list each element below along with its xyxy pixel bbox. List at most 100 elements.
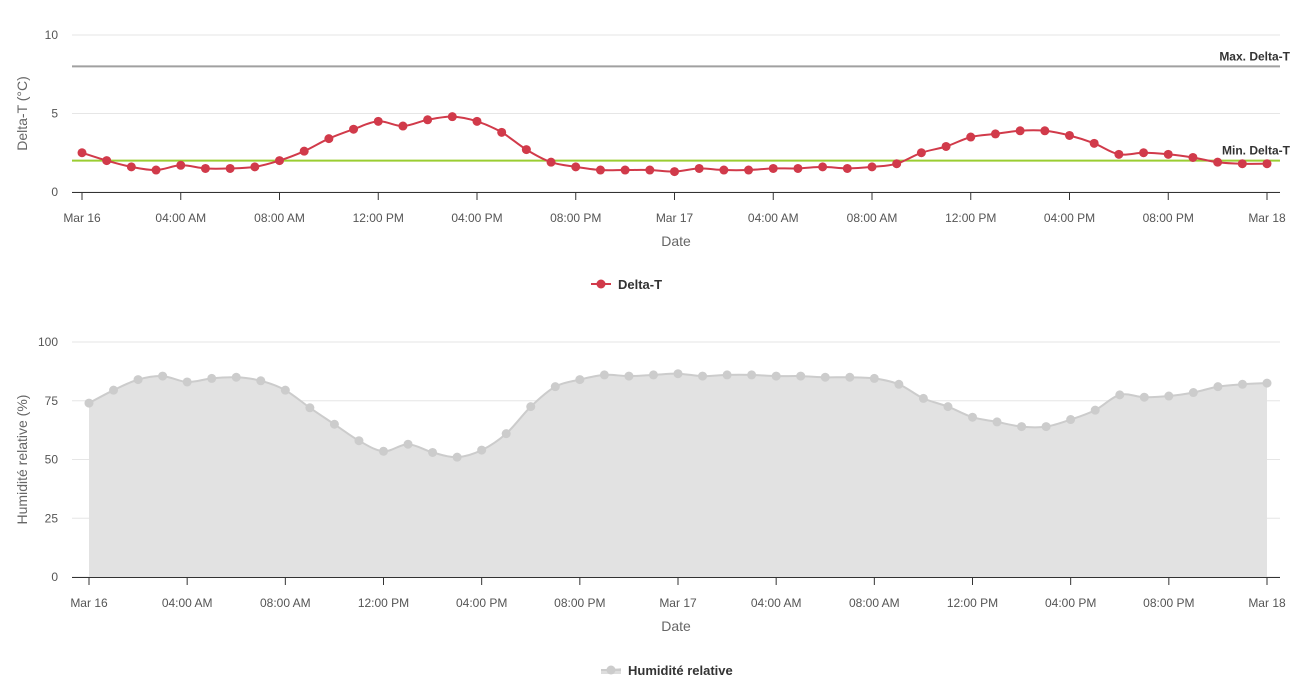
humidity-data-point[interactable] xyxy=(329,419,339,429)
humidity-data-point[interactable] xyxy=(256,376,266,386)
delta-t-data-point[interactable] xyxy=(200,163,210,173)
humidity-data-point[interactable] xyxy=(1090,405,1100,415)
humidity-data-point[interactable] xyxy=(771,371,781,381)
humidity-data-point[interactable] xyxy=(158,371,168,381)
delta-t-data-point[interactable] xyxy=(793,163,803,173)
delta-t-data-point[interactable] xyxy=(1262,159,1272,169)
delta-t-data-point[interactable] xyxy=(571,162,581,172)
humidity-data-point[interactable] xyxy=(1237,379,1247,389)
delta-t-data-point[interactable] xyxy=(77,148,87,158)
delta-t-data-point[interactable] xyxy=(1089,138,1099,148)
delta-t-data-point[interactable] xyxy=(102,156,112,166)
humidity-data-point[interactable] xyxy=(133,375,143,385)
delta-t-data-point[interactable] xyxy=(867,162,877,172)
humidity-data-point[interactable] xyxy=(722,370,732,380)
humidity-data-point[interactable] xyxy=(403,439,413,449)
delta-t-data-point[interactable] xyxy=(1015,126,1025,136)
humidity-data-point[interactable] xyxy=(526,402,536,412)
delta-t-data-point[interactable] xyxy=(250,162,260,172)
humidity-data-point[interactable] xyxy=(1139,392,1149,402)
delta-t-data-point[interactable] xyxy=(694,163,704,173)
humidity-data-point[interactable] xyxy=(624,371,634,381)
delta-t-data-point[interactable] xyxy=(225,163,235,173)
delta-t-data-point[interactable] xyxy=(818,162,828,172)
legend-item[interactable]: Humidité relative xyxy=(601,663,733,678)
humidity-data-point[interactable] xyxy=(84,398,94,408)
delta-t-data-point[interactable] xyxy=(620,165,630,175)
delta-t-data-point[interactable] xyxy=(645,165,655,175)
delta-t-data-point[interactable] xyxy=(126,162,136,172)
humidity-data-point[interactable] xyxy=(379,446,388,456)
humidity-data-point[interactable] xyxy=(305,403,315,413)
humidity-data-point[interactable] xyxy=(599,370,609,380)
delta-t-data-point[interactable] xyxy=(1163,149,1173,159)
humidity-data-point[interactable] xyxy=(894,379,904,389)
delta-t-data-point[interactable] xyxy=(966,132,976,142)
delta-t-data-point[interactable] xyxy=(176,160,186,170)
delta-t-data-point[interactable] xyxy=(299,146,309,156)
delta-t-data-point[interactable] xyxy=(916,148,926,158)
delta-t-data-point[interactable] xyxy=(744,165,754,175)
delta-t-data-point[interactable] xyxy=(719,165,729,175)
delta-t-data-point[interactable] xyxy=(1237,159,1247,169)
humidity-data-point[interactable] xyxy=(182,377,192,387)
humidity-data-point[interactable] xyxy=(1213,382,1223,392)
humidity-data-point[interactable] xyxy=(845,372,855,382)
humidity-data-point[interactable] xyxy=(698,371,708,381)
delta-t-data-point[interactable] xyxy=(1040,126,1050,136)
humidity-data-point[interactable] xyxy=(673,369,683,379)
humidity-data-point[interactable] xyxy=(1188,388,1198,398)
humidity-data-point[interactable] xyxy=(918,393,928,403)
delta-t-data-point[interactable] xyxy=(275,156,284,166)
humidity-data-point[interactable] xyxy=(869,373,879,383)
legend-item[interactable]: Delta-T xyxy=(591,277,662,292)
delta-t-data-point[interactable] xyxy=(670,167,679,177)
delta-t-data-point[interactable] xyxy=(373,116,383,126)
delta-t-data-point[interactable] xyxy=(892,159,902,169)
delta-t-data-point[interactable] xyxy=(941,141,951,151)
humidity-data-point[interactable] xyxy=(231,372,241,382)
humidity-data-point[interactable] xyxy=(1164,391,1174,401)
delta-t-data-point[interactable] xyxy=(423,115,433,125)
humidity-data-point[interactable] xyxy=(550,382,560,392)
delta-t-data-point[interactable] xyxy=(398,121,408,131)
delta-t-data-point[interactable] xyxy=(990,129,1000,139)
humidity-data-point[interactable] xyxy=(1017,422,1027,432)
humidity-data-point[interactable] xyxy=(1041,422,1051,432)
delta-t-data-point[interactable] xyxy=(151,165,161,175)
humidity-data-point[interactable] xyxy=(968,412,977,422)
humidity-data-point[interactable] xyxy=(1066,415,1076,425)
delta-t-data-point[interactable] xyxy=(1065,130,1074,140)
delta-t-data-point[interactable] xyxy=(842,163,852,173)
delta-t-data-point[interactable] xyxy=(497,127,507,137)
humidity-data-point[interactable] xyxy=(1262,378,1272,388)
humidity-data-point[interactable] xyxy=(109,385,119,395)
humidity-data-point[interactable] xyxy=(207,373,217,383)
delta-t-data-point[interactable] xyxy=(546,157,556,167)
humidity-data-point[interactable] xyxy=(747,370,757,380)
delta-t-data-point[interactable] xyxy=(1213,157,1223,167)
humidity-data-point[interactable] xyxy=(820,372,830,382)
humidity-data-point[interactable] xyxy=(354,436,364,446)
delta-t-data-point[interactable] xyxy=(595,165,605,175)
humidity-data-point[interactable] xyxy=(648,370,658,380)
humidity-data-point[interactable] xyxy=(943,402,953,412)
humidity-data-point[interactable] xyxy=(280,385,290,395)
delta-t-data-point[interactable] xyxy=(1139,148,1149,158)
delta-t-data-point[interactable] xyxy=(1114,149,1124,159)
humidity-data-point[interactable] xyxy=(992,417,1002,427)
humidity-data-point[interactable] xyxy=(1115,390,1125,400)
humidity-data-point[interactable] xyxy=(796,371,806,381)
delta-t-data-point[interactable] xyxy=(768,163,778,173)
humidity-data-point[interactable] xyxy=(428,447,438,457)
delta-t-data-point[interactable] xyxy=(472,116,482,126)
delta-t-data-point[interactable] xyxy=(447,112,457,122)
humidity-data-point[interactable] xyxy=(575,375,585,385)
humidity-data-point[interactable] xyxy=(477,445,487,455)
delta-t-data-point[interactable] xyxy=(349,124,359,134)
humidity-data-point[interactable] xyxy=(452,452,462,462)
delta-t-data-point[interactable] xyxy=(521,145,531,155)
delta-t-data-point[interactable] xyxy=(1188,152,1198,162)
humidity-data-point[interactable] xyxy=(501,429,511,439)
delta-t-data-point[interactable] xyxy=(324,134,334,144)
